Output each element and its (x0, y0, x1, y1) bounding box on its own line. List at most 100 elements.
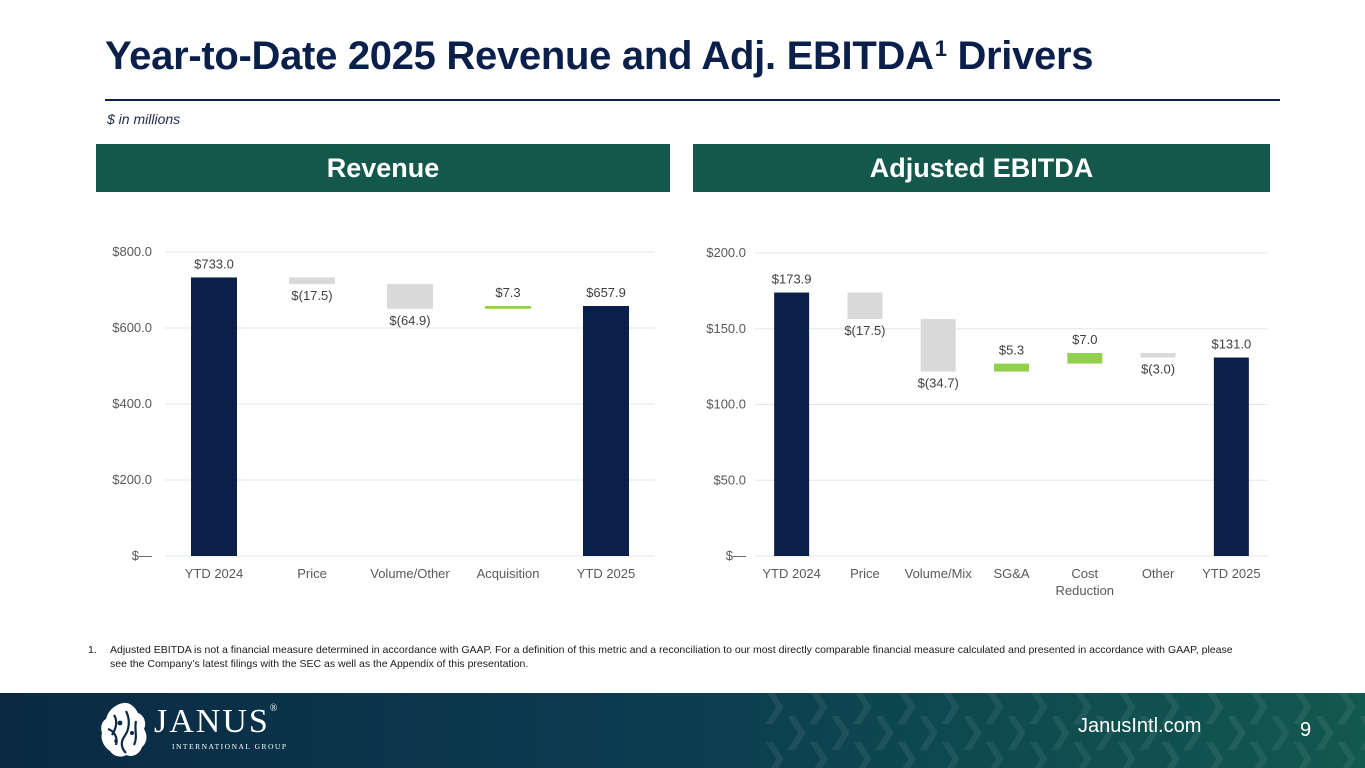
chevron-decor-icon: ❯ (804, 693, 833, 725)
chevron-decor-icon: ❯ (804, 737, 833, 768)
page-title-suffix: Drivers (946, 34, 1094, 78)
bar-revenue-1 (289, 277, 335, 285)
y-tick-label: $— (132, 548, 152, 563)
chevron-decor-icon: ❯ (1178, 711, 1207, 751)
janus-logo-wordmark: JANUS® (154, 703, 279, 741)
chevron-decor-icon: ❯ (1090, 711, 1119, 751)
page-title-text: Year-to-Date 2025 Revenue and Adj. EBITD… (105, 34, 934, 78)
bar-ebitda-2 (920, 319, 956, 372)
y-tick-label: $50.0 (713, 472, 746, 487)
logo-text: JANUS (154, 703, 270, 740)
chevron-decor-icon: ❯ (760, 693, 789, 725)
chevron-decor-icon: ❯ (1002, 711, 1031, 751)
chevron-decor-icon: ❯ (1112, 693, 1141, 725)
bar-ebitda-1 (847, 292, 883, 320)
janus-logo-icon (101, 702, 147, 757)
chevron-decor-icon: ❯ (1068, 737, 1097, 768)
chevron-decor-icon: ❯ (892, 737, 921, 768)
chevron-decor-icon: ❯ (958, 711, 987, 751)
chevron-decor-icon: ❯ (1244, 737, 1273, 768)
data-label: $7.0 (1072, 332, 1097, 347)
y-tick-label: $— (726, 548, 746, 563)
chevron-decor-icon: ❯ (1288, 737, 1317, 768)
bar-ebitda-5 (1140, 352, 1176, 358)
chevron-decor-icon: ❯ (936, 737, 965, 768)
bar-ebitda-3 (994, 363, 1029, 372)
chevron-decor-icon: ❯ (1156, 693, 1185, 725)
category-label: SG&A (993, 566, 1029, 581)
data-label: $7.3 (495, 285, 520, 300)
chevron-decor-icon: ❯ (1200, 693, 1229, 725)
footnote-text: Adjusted EBITDA is not a financial measu… (110, 644, 1233, 670)
chevron-decor-icon: ❯ (980, 693, 1009, 725)
data-label: $(17.5) (291, 288, 332, 303)
revenue-panel-header: Revenue (96, 144, 670, 192)
y-tick-label: $200.0 (706, 245, 746, 260)
y-tick-label: $150.0 (706, 321, 746, 336)
title-divider (105, 99, 1280, 101)
chevron-decor-icon: ❯ (1134, 711, 1163, 751)
bar-ebitda-0 (774, 292, 810, 556)
data-label: $(34.7) (918, 376, 959, 391)
chevron-decor-icon: ❯ (1288, 693, 1317, 725)
chevron-decor-icon: ❯ (980, 737, 1009, 768)
chevron-decor-icon: ❯ (1332, 693, 1361, 725)
data-label: $657.9 (586, 285, 626, 300)
data-label: $733.0 (194, 256, 234, 271)
data-label: $131.0 (1211, 337, 1251, 352)
chevron-decor-icon: ❯ (1200, 737, 1229, 768)
chevron-decor-icon: ❯ (760, 737, 789, 768)
chevron-decor-icon: ❯ (1046, 711, 1075, 751)
chevron-decor-icon: ❯ (892, 693, 921, 725)
logo-registered-mark: ® (269, 703, 280, 714)
data-label: $5.3 (999, 343, 1024, 358)
chevron-decor-icon: ❯ (1244, 693, 1273, 725)
chevron-decor-icon: ❯ (870, 711, 899, 751)
chevron-decor-icon: ❯ (1024, 737, 1053, 768)
units-note: $ in millions (107, 111, 181, 127)
footer-bar: ❯ ❯ ❯ ❯ ❯ ❯ ❯ ❯ ❯ ❯ ❯ ❯ ❯ ❯ ❯ ❯ ❯ ❯ ❯ ❯ ❯ ❯ ❯ ❯ ❯ ❯ ❯ ❯ ❯ ❯ ❯ ❯ ❯ ❯ ❯ ❯ ❯ ❯ ❯ ❯… (0, 693, 1365, 768)
bar-revenue-3 (485, 305, 531, 309)
y-tick-label: $100.0 (706, 397, 746, 412)
category-label: YTD 2025 (577, 566, 636, 581)
bar-revenue-4 (583, 305, 629, 556)
category-label: Price (297, 566, 327, 581)
data-label: $(3.0) (1141, 362, 1175, 377)
category-label: Acquisition (477, 566, 540, 581)
chevron-decor-icon: ❯ (936, 693, 965, 725)
chevron-decor-icon: ❯ (848, 737, 877, 768)
y-tick-label: $400.0 (112, 396, 152, 411)
ebitda-panel-header: Adjusted EBITDA (693, 144, 1270, 192)
chevron-decor-icon: ❯ (1024, 693, 1053, 725)
chevron-decor-icon: ❯ (1112, 737, 1141, 768)
category-label: Cost (1071, 566, 1098, 581)
category-label: YTD 2025 (1202, 566, 1261, 581)
y-tick-label: $200.0 (112, 472, 152, 487)
chevron-decor-icon: ❯ (1354, 711, 1365, 751)
page-title: Year-to-Date 2025 Revenue and Adj. EBITD… (105, 34, 1094, 79)
title-footnote-marker: 1 (934, 36, 947, 61)
chevron-decor-icon: ❯ (782, 711, 811, 751)
category-label: Volume/Other (370, 566, 450, 581)
category-label: Other (1142, 566, 1175, 581)
category-label: Price (850, 566, 880, 581)
footnote: 1. Adjusted EBITDA is not a financial me… (88, 643, 1248, 671)
category-label: YTD 2024 (185, 566, 244, 581)
category-label: YTD 2024 (762, 566, 821, 581)
bar-revenue-2 (387, 284, 433, 309)
chevron-decor-icon: ❯ (1222, 711, 1251, 751)
bar-revenue-0 (191, 277, 237, 556)
chevron-decor-icon: ❯ (848, 693, 877, 725)
chevron-decor-icon: ❯ (1332, 737, 1361, 768)
data-label: $(17.5) (844, 323, 885, 338)
chevron-decor-icon: ❯ (1068, 693, 1097, 725)
chevron-decor-icon: ❯ (1156, 737, 1185, 768)
y-tick-label: $800.0 (112, 244, 152, 259)
website-link[interactable]: JanusIntl.com (1078, 715, 1202, 737)
chevron-decor-icon: ❯ (1310, 711, 1339, 751)
chevron-decor-icon: ❯ (826, 711, 855, 751)
logo-subtext: INTERNATIONAL GROUP (172, 742, 288, 751)
data-label: $(64.9) (389, 313, 430, 328)
